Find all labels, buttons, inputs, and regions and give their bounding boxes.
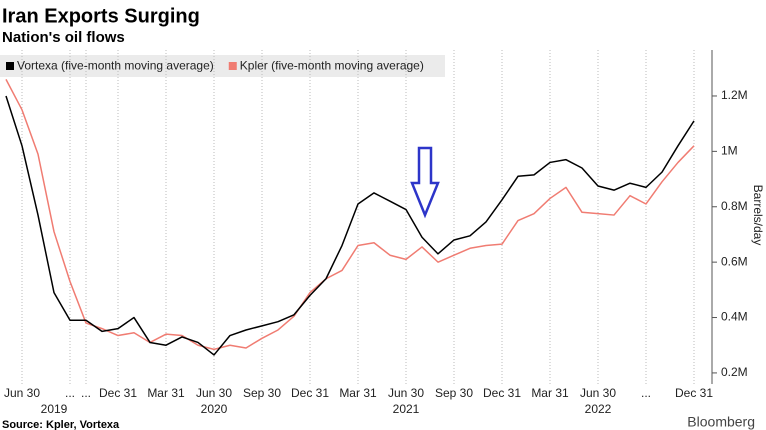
y-axis-label: Barrels/day <box>751 185 765 246</box>
x-tick-label: Dec 31 <box>99 386 137 400</box>
x-tick-label: Jun 30 <box>388 386 424 400</box>
x-tick-label: Dec 31 <box>675 386 713 400</box>
x-tick-label: Mar 31 <box>531 386 569 400</box>
legend-box <box>0 55 445 77</box>
x-tick-label: ... <box>641 386 651 400</box>
x-tick-label: Dec 31 <box>483 386 521 400</box>
x-year-label: 2019 <box>41 402 68 416</box>
chart-subtitle: Nation's oil flows <box>2 29 125 46</box>
source: Source: Kpler, Vortexa <box>2 419 120 430</box>
legend-swatch <box>6 62 14 70</box>
x-tick-label: Jun 30 <box>4 386 40 400</box>
y-tick-label: 0.4M <box>721 310 748 324</box>
x-year-label: 2022 <box>585 402 612 416</box>
chart-title: Iran Exports Surging <box>2 5 200 27</box>
legend-label: Kpler (five-month moving average) <box>240 59 424 73</box>
x-year-label: 2021 <box>393 402 420 416</box>
y-tick-label: 0.8M <box>721 199 748 213</box>
legend-label: Vortexa (five-month moving average) <box>17 59 214 73</box>
x-tick-label: Mar 31 <box>339 386 377 400</box>
y-tick-label: 0.2M <box>721 365 748 379</box>
legend-swatch <box>228 62 237 70</box>
x-tick-label: Dec 31 <box>291 386 329 400</box>
x-tick-label: Jun 30 <box>196 386 232 400</box>
annotation-arrow <box>410 146 440 219</box>
x-tick-label: Jun 30 <box>580 386 616 400</box>
series-line <box>5 95 695 356</box>
brand: Bloomberg <box>687 414 755 430</box>
x-tick-label: Sep 30 <box>243 386 281 400</box>
series-line <box>5 79 695 351</box>
x-year-label: 2020 <box>201 402 228 416</box>
x-tick-label: Sep 30 <box>435 386 473 400</box>
y-tick-label: 0.6M <box>721 254 748 268</box>
x-tick-label: Mar 31 <box>147 386 185 400</box>
y-tick-label: 1.2M <box>721 88 748 102</box>
x-tick-label: ... <box>81 386 91 400</box>
arrow <box>410 146 440 219</box>
y-tick-label: 1M <box>721 144 738 158</box>
x-tick-label: ... <box>65 386 75 400</box>
